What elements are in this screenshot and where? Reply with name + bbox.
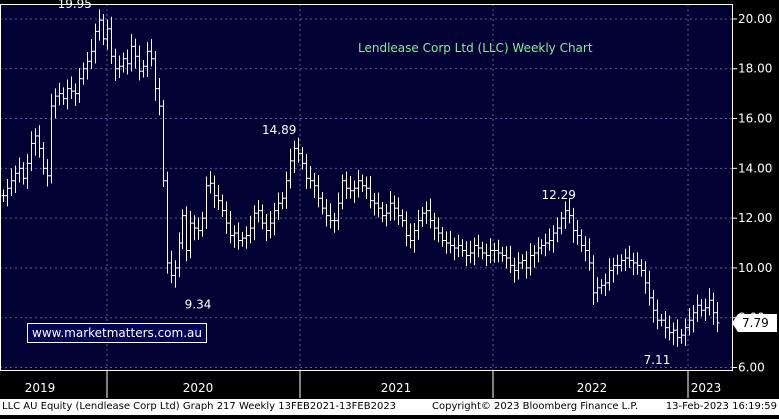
y-tick-label: 18.00	[738, 62, 772, 76]
x-tick-label: 2020	[183, 381, 214, 395]
y-tick-label: 12.00	[738, 211, 772, 225]
last-price-label: 7.79	[742, 316, 769, 330]
footer-copyright: Copyright© 2023 Bloomberg Finance L.P.	[432, 401, 639, 412]
x-tick-label: 2021	[381, 381, 412, 395]
watermark-label[interactable]: www.marketmatters.com.au	[27, 323, 207, 343]
x-tick-label: 2022	[577, 381, 608, 395]
price-annotation: 12.29	[542, 188, 576, 202]
price-annotation: 7.11	[644, 353, 671, 367]
price-annotation: 9.34	[185, 297, 212, 311]
footer-timestamp: 13-Feb-2023 16:19:59	[665, 401, 777, 412]
y-tick-label: 20.00	[738, 12, 772, 26]
y-tick-label: 10.00	[738, 261, 772, 275]
y-tick-label: 14.00	[738, 161, 772, 175]
footer-security: LLC AU Equity (Lendlease Corp Ltd) Graph…	[2, 401, 397, 412]
price-annotation: 19.95	[58, 0, 92, 11]
last-price-box	[732, 313, 777, 332]
footer-bar: LLC AU Equity (Lendlease Corp Ltd) Graph…	[0, 399, 779, 415]
price-annotation: 14.89	[262, 123, 296, 137]
y-tick-label: 16.00	[738, 112, 772, 126]
y-tick-label: 6.00	[738, 361, 765, 375]
plot-border	[0, 4, 733, 371]
x-tick-label: 2023	[691, 381, 722, 395]
x-tick-label: 2019	[25, 381, 56, 395]
chart-title: Lendlease Corp Ltd (LLC) Weekly Chart	[358, 41, 593, 55]
